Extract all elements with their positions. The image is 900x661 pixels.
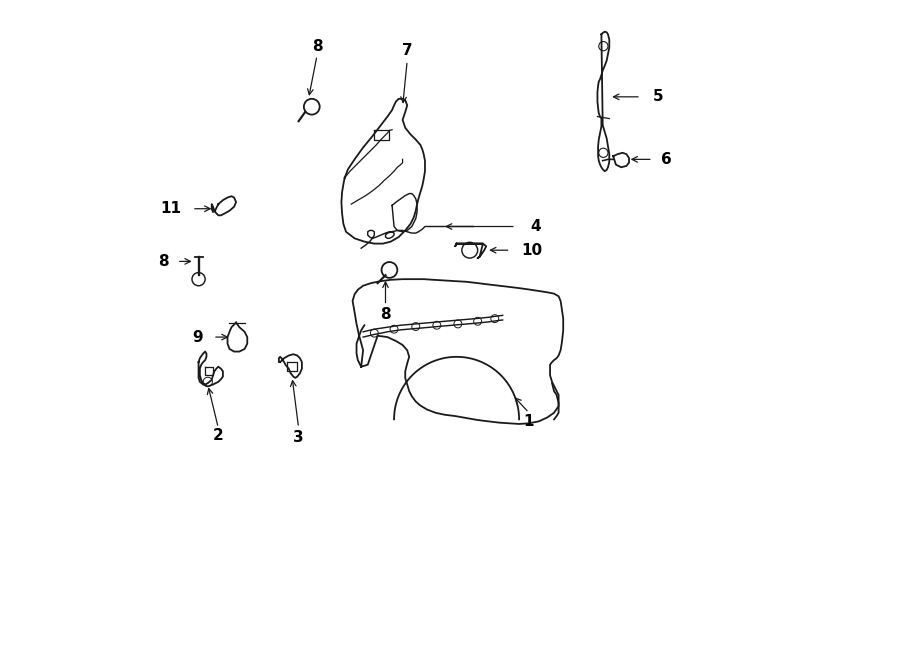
Text: 2: 2: [213, 428, 224, 444]
Text: 11: 11: [160, 201, 182, 216]
Text: 3: 3: [293, 430, 304, 445]
Text: 8: 8: [158, 254, 168, 269]
Text: 1: 1: [524, 414, 535, 429]
Text: 9: 9: [193, 330, 203, 344]
Text: 8: 8: [380, 307, 391, 321]
Text: 7: 7: [402, 43, 412, 58]
Text: 8: 8: [311, 38, 322, 54]
Text: 4: 4: [530, 219, 541, 234]
Text: 6: 6: [661, 152, 671, 167]
Text: 5: 5: [652, 89, 663, 104]
Text: 10: 10: [521, 243, 542, 258]
